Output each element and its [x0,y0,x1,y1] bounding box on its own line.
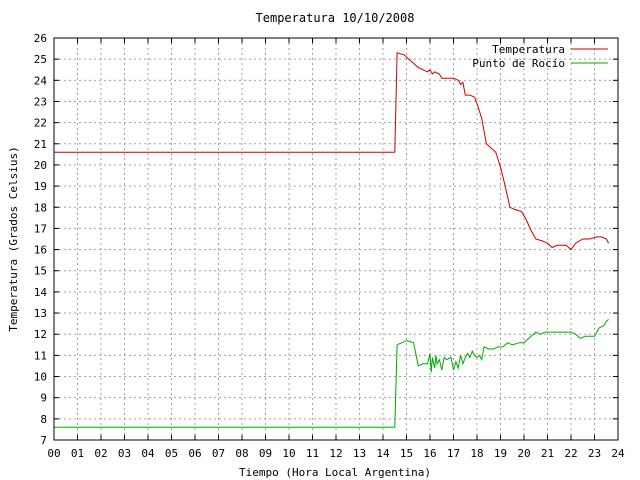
y-tick-label: 12 [34,328,47,341]
y-axis-label: Temperatura (Grados Celsius) [7,146,20,331]
axis-ticks: 00 01 02 03 04 05 06 07 08 09 10 11 12 13 14 15 16 17 18 19… [34,32,625,460]
y-tick-label: 21 [34,138,47,151]
y-tick-label: 25 [34,53,47,66]
y-tick-label: 22 [34,117,47,130]
y-tick-label: 16 [34,244,47,257]
x-tick-label: 01 [71,447,84,460]
series-line [54,319,609,428]
chart-title: Temperatura 10/10/2008 [256,11,415,25]
y-tick-label: 9 [40,392,47,405]
y-tick-label: 10 [34,371,47,384]
series-line [54,52,610,251]
legend-label: Temperatura [492,43,565,56]
x-tick-label: 22 [564,447,577,460]
x-tick-label: 13 [353,447,366,460]
x-tick-label: 24 [611,447,625,460]
y-tick-label: 18 [34,201,47,214]
legend-label: Punto de Rocío [472,57,565,70]
x-tick-label: 16 [423,447,436,460]
x-tick-label: 18 [470,447,483,460]
x-axis-label: Tiempo (Hora Local Argentina) [239,466,431,479]
y-tick-label: 13 [34,307,47,320]
x-tick-label: 05 [165,447,178,460]
y-tick-label: 8 [40,413,47,426]
x-tick-label: 19 [494,447,507,460]
y-tick-label: 20 [34,159,47,172]
y-tick-label: 24 [34,74,48,87]
x-tick-label: 00 [47,447,60,460]
series-lines [54,52,610,428]
x-tick-label: 03 [118,447,131,460]
x-tick-label: 06 [188,447,201,460]
x-tick-label: 11 [306,447,319,460]
x-tick-label: 07 [212,447,225,460]
x-tick-label: 17 [447,447,460,460]
y-tick-label: 26 [34,32,47,45]
y-tick-label: 11 [34,349,47,362]
y-tick-label: 17 [34,222,47,235]
x-tick-label: 20 [517,447,530,460]
x-tick-label: 08 [235,447,248,460]
y-tick-label: 15 [34,265,47,278]
x-tick-label: 12 [329,447,342,460]
x-tick-label: 23 [588,447,601,460]
x-tick-label: 21 [541,447,554,460]
x-tick-label: 15 [400,447,413,460]
x-tick-label: 04 [141,447,155,460]
x-tick-label: 02 [94,447,107,460]
x-tick-label: 10 [282,447,295,460]
y-tick-label: 19 [34,180,47,193]
y-tick-label: 23 [34,95,47,108]
y-tick-label: 14 [34,286,48,299]
y-tick-label: 7 [40,434,47,447]
grid [54,38,618,440]
x-tick-label: 14 [376,447,390,460]
x-tick-label: 09 [259,447,272,460]
